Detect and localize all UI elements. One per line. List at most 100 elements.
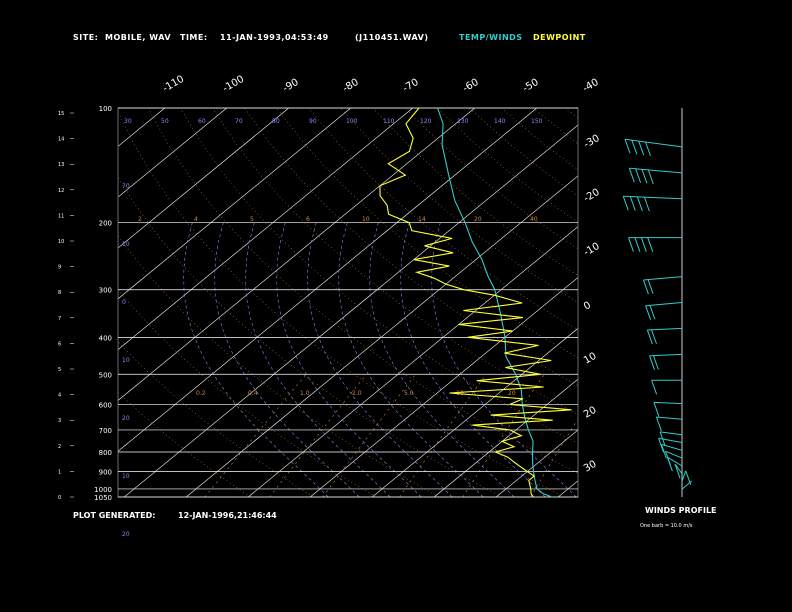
temp-tick-label-right: -30: [582, 133, 602, 151]
height-tick-label: 6: [58, 341, 61, 347]
theta-label-left: 20: [122, 415, 130, 422]
wind-barb-flag: [647, 279, 654, 294]
mixing-ratio-label-lower: 5.0: [404, 390, 414, 397]
isotherm-line: [372, 327, 578, 497]
pressure-tick-label: 500: [99, 371, 112, 379]
temp-tick-label-right: 20: [582, 405, 599, 421]
isotherm-line: [496, 429, 578, 497]
wind-barb: [647, 327, 683, 331]
height-tick-label: 8: [58, 290, 61, 296]
temp-tick-label-right: -10: [582, 241, 602, 259]
mixing-ratio-label: 40: [530, 216, 538, 223]
winds-profile-note: One barb = 10.0 m/s: [640, 523, 693, 529]
wind-barb: [629, 167, 683, 174]
mixing-ratio-label-lower: 0.4: [248, 390, 258, 397]
theta-label: 140: [494, 118, 506, 125]
theta-label: 70: [235, 118, 243, 125]
wind-barb-flag: [628, 237, 634, 252]
moist-adiabat-line: [338, 222, 484, 497]
pressure-tick-label: 600: [99, 401, 112, 409]
isotherm-line: [118, 108, 351, 300]
wind-barb-flag: [658, 438, 665, 453]
dry-adiabat-line: [276, 108, 578, 358]
dry-adiabat-line: [436, 108, 578, 223]
moist-adiabat-line: [400, 222, 546, 497]
mixing-ratio-line: [399, 374, 487, 497]
wind-barb-flag: [649, 355, 655, 370]
dry-adiabat-line: [404, 108, 578, 250]
wind-barb-flag: [651, 329, 657, 344]
isotherm-line: [620, 108, 792, 497]
wind-barb: [645, 302, 683, 307]
site-label: SITE:: [73, 33, 99, 42]
moist-adiabat-line: [276, 222, 422, 497]
wind-barb-flag: [624, 139, 631, 154]
mixing-ratio-label: 14: [418, 216, 426, 223]
temp-tick-label: -90: [281, 77, 301, 95]
mixing-ratio-label: 2: [138, 216, 142, 223]
theta-label-left: 20: [122, 531, 130, 538]
wind-barb-flag: [645, 305, 652, 320]
mixing-ratio-label-lower: 1.0: [300, 390, 310, 397]
wind-barb-flag: [642, 279, 649, 295]
temp-tick-label-right: 30: [582, 459, 599, 475]
dry-adiabat-line: [500, 108, 578, 171]
temperature-line: [437, 107, 553, 498]
theta-label-left: 0: [122, 299, 126, 306]
theta-label: 90: [309, 118, 317, 125]
time-label: TIME:: [180, 33, 208, 42]
isotherm-line: [310, 277, 578, 497]
plot-generated-value: 12-JAN-1996,21:46:44: [178, 511, 277, 520]
temp-tick-label: -40: [581, 77, 601, 95]
dry-adiabat-line: [118, 289, 377, 497]
theta-label: 80: [272, 118, 280, 125]
theta-label: 30: [124, 118, 132, 125]
wind-barb-flag: [647, 237, 654, 252]
wind-barb-flag: [659, 431, 666, 446]
grid-layer: [70, 107, 792, 498]
wind-barb-flag: [622, 196, 629, 211]
wind-barb-flag: [635, 168, 642, 183]
dry-adiabat-line: [118, 341, 314, 497]
temp-tick-label: -60: [461, 77, 481, 95]
theta-label-left: 10: [122, 357, 130, 364]
isotherm-line: [118, 108, 413, 351]
height-tick-label: 14: [58, 137, 64, 143]
height-tick-label: 7: [58, 316, 61, 322]
series-layer: [379, 107, 572, 498]
wind-barb-flag: [652, 355, 659, 370]
moist-adiabat-line: [431, 222, 577, 497]
wind-barb-flag: [628, 168, 635, 183]
mixing-ratio-line: [269, 374, 367, 497]
mixing-ratio-line: [204, 374, 307, 497]
moist-adiabat-line: [369, 222, 515, 497]
wind-barb: [624, 138, 683, 148]
isotherm-line: [118, 108, 289, 249]
mixing-ratio-label: 6: [306, 216, 310, 223]
dry-adiabat-line: [147, 108, 578, 474]
wind-barb-flag: [647, 169, 654, 185]
dry-adiabat-line: [212, 108, 578, 415]
temp-tick-label: -50: [521, 77, 541, 95]
dewpoint-line: [379, 107, 572, 498]
wind-barb: [660, 431, 683, 436]
wind-barb-flag: [646, 329, 653, 345]
theta-label: 60: [198, 118, 206, 125]
height-tick-label: 10: [58, 239, 64, 245]
height-tick-label: 5: [58, 367, 61, 373]
theta-label: 130: [457, 118, 469, 125]
mixing-ratio-label-lower: 2.0: [352, 390, 362, 397]
wind-barb-flag: [655, 416, 662, 432]
dry-adiabat-line: [118, 235, 440, 497]
temp-tick-label: -100: [221, 74, 246, 95]
isotherm-line: [558, 480, 578, 497]
wind-barb-flag: [660, 444, 667, 459]
isotherm-line: [118, 108, 537, 452]
moist-adiabat-line: [183, 222, 329, 497]
isotherm-line: [118, 108, 165, 147]
dewpoint-legend: DEWPOINT: [533, 33, 586, 42]
theta-label: 120: [420, 118, 432, 125]
isotherm-line: [118, 108, 475, 401]
wind-barb-flag: [674, 463, 681, 479]
temp-tick-label: -70: [401, 77, 421, 95]
